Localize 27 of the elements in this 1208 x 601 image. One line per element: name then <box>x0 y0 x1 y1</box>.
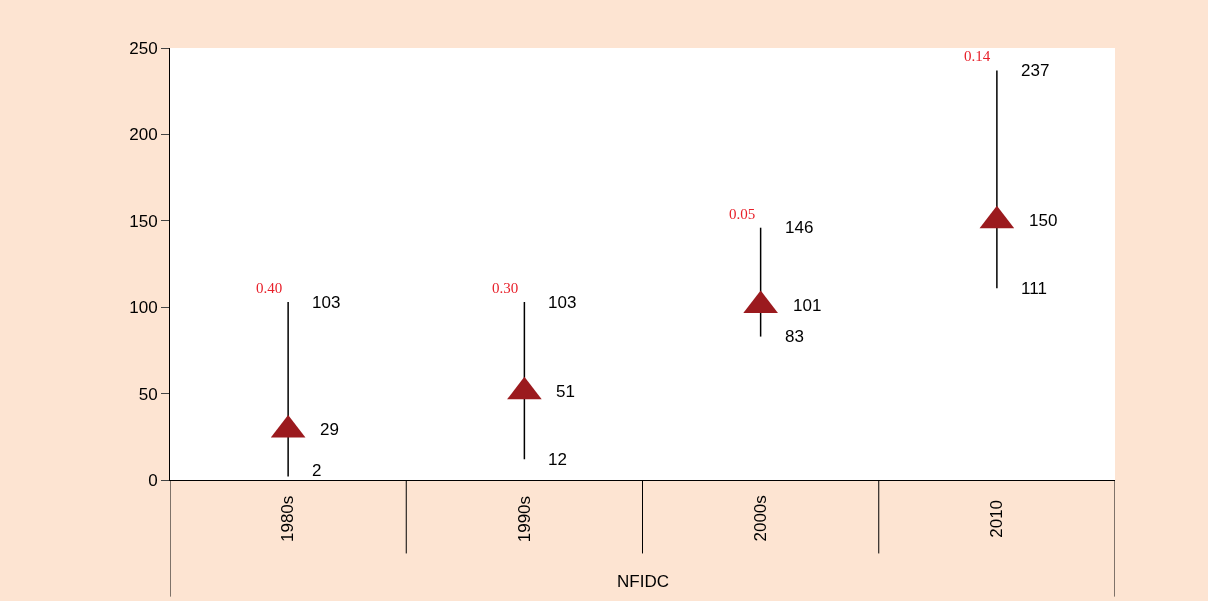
x-tick-label: 1980s <box>278 495 298 543</box>
y-tick-label: 50 <box>138 384 158 404</box>
annotation: 103 <box>312 293 341 312</box>
y-tick-label: 150 <box>129 211 158 231</box>
annotation: 12 <box>548 450 567 469</box>
x-axis-title: NFIDC <box>617 572 669 591</box>
annotation: 0.40 <box>256 280 283 296</box>
x-tick-label: 1990s <box>514 495 534 543</box>
annotation: 146 <box>785 218 814 237</box>
annotation: 83 <box>785 327 804 346</box>
y-tick-label: 250 <box>129 38 158 58</box>
x-tick-label: 2010 <box>987 499 1006 538</box>
data-label: 101 <box>793 296 822 315</box>
y-tick-label: 0 <box>148 470 158 490</box>
annotation: 111 <box>1021 279 1047 298</box>
annotation: 103 <box>548 293 577 312</box>
annotation: 237 <box>1021 61 1050 80</box>
y-tick-label: 100 <box>129 298 158 318</box>
data-label: 150 <box>1029 211 1058 230</box>
annotation: 2 <box>312 461 322 480</box>
annotation: 0.30 <box>492 280 519 296</box>
x-tick-label: 2000s <box>750 495 770 542</box>
data-label: 51 <box>556 382 575 401</box>
annotation: 0.14 <box>964 48 991 64</box>
data-label: 29 <box>320 420 339 439</box>
y-tick-label: 200 <box>129 125 158 145</box>
annotation: 0.05 <box>729 206 756 222</box>
